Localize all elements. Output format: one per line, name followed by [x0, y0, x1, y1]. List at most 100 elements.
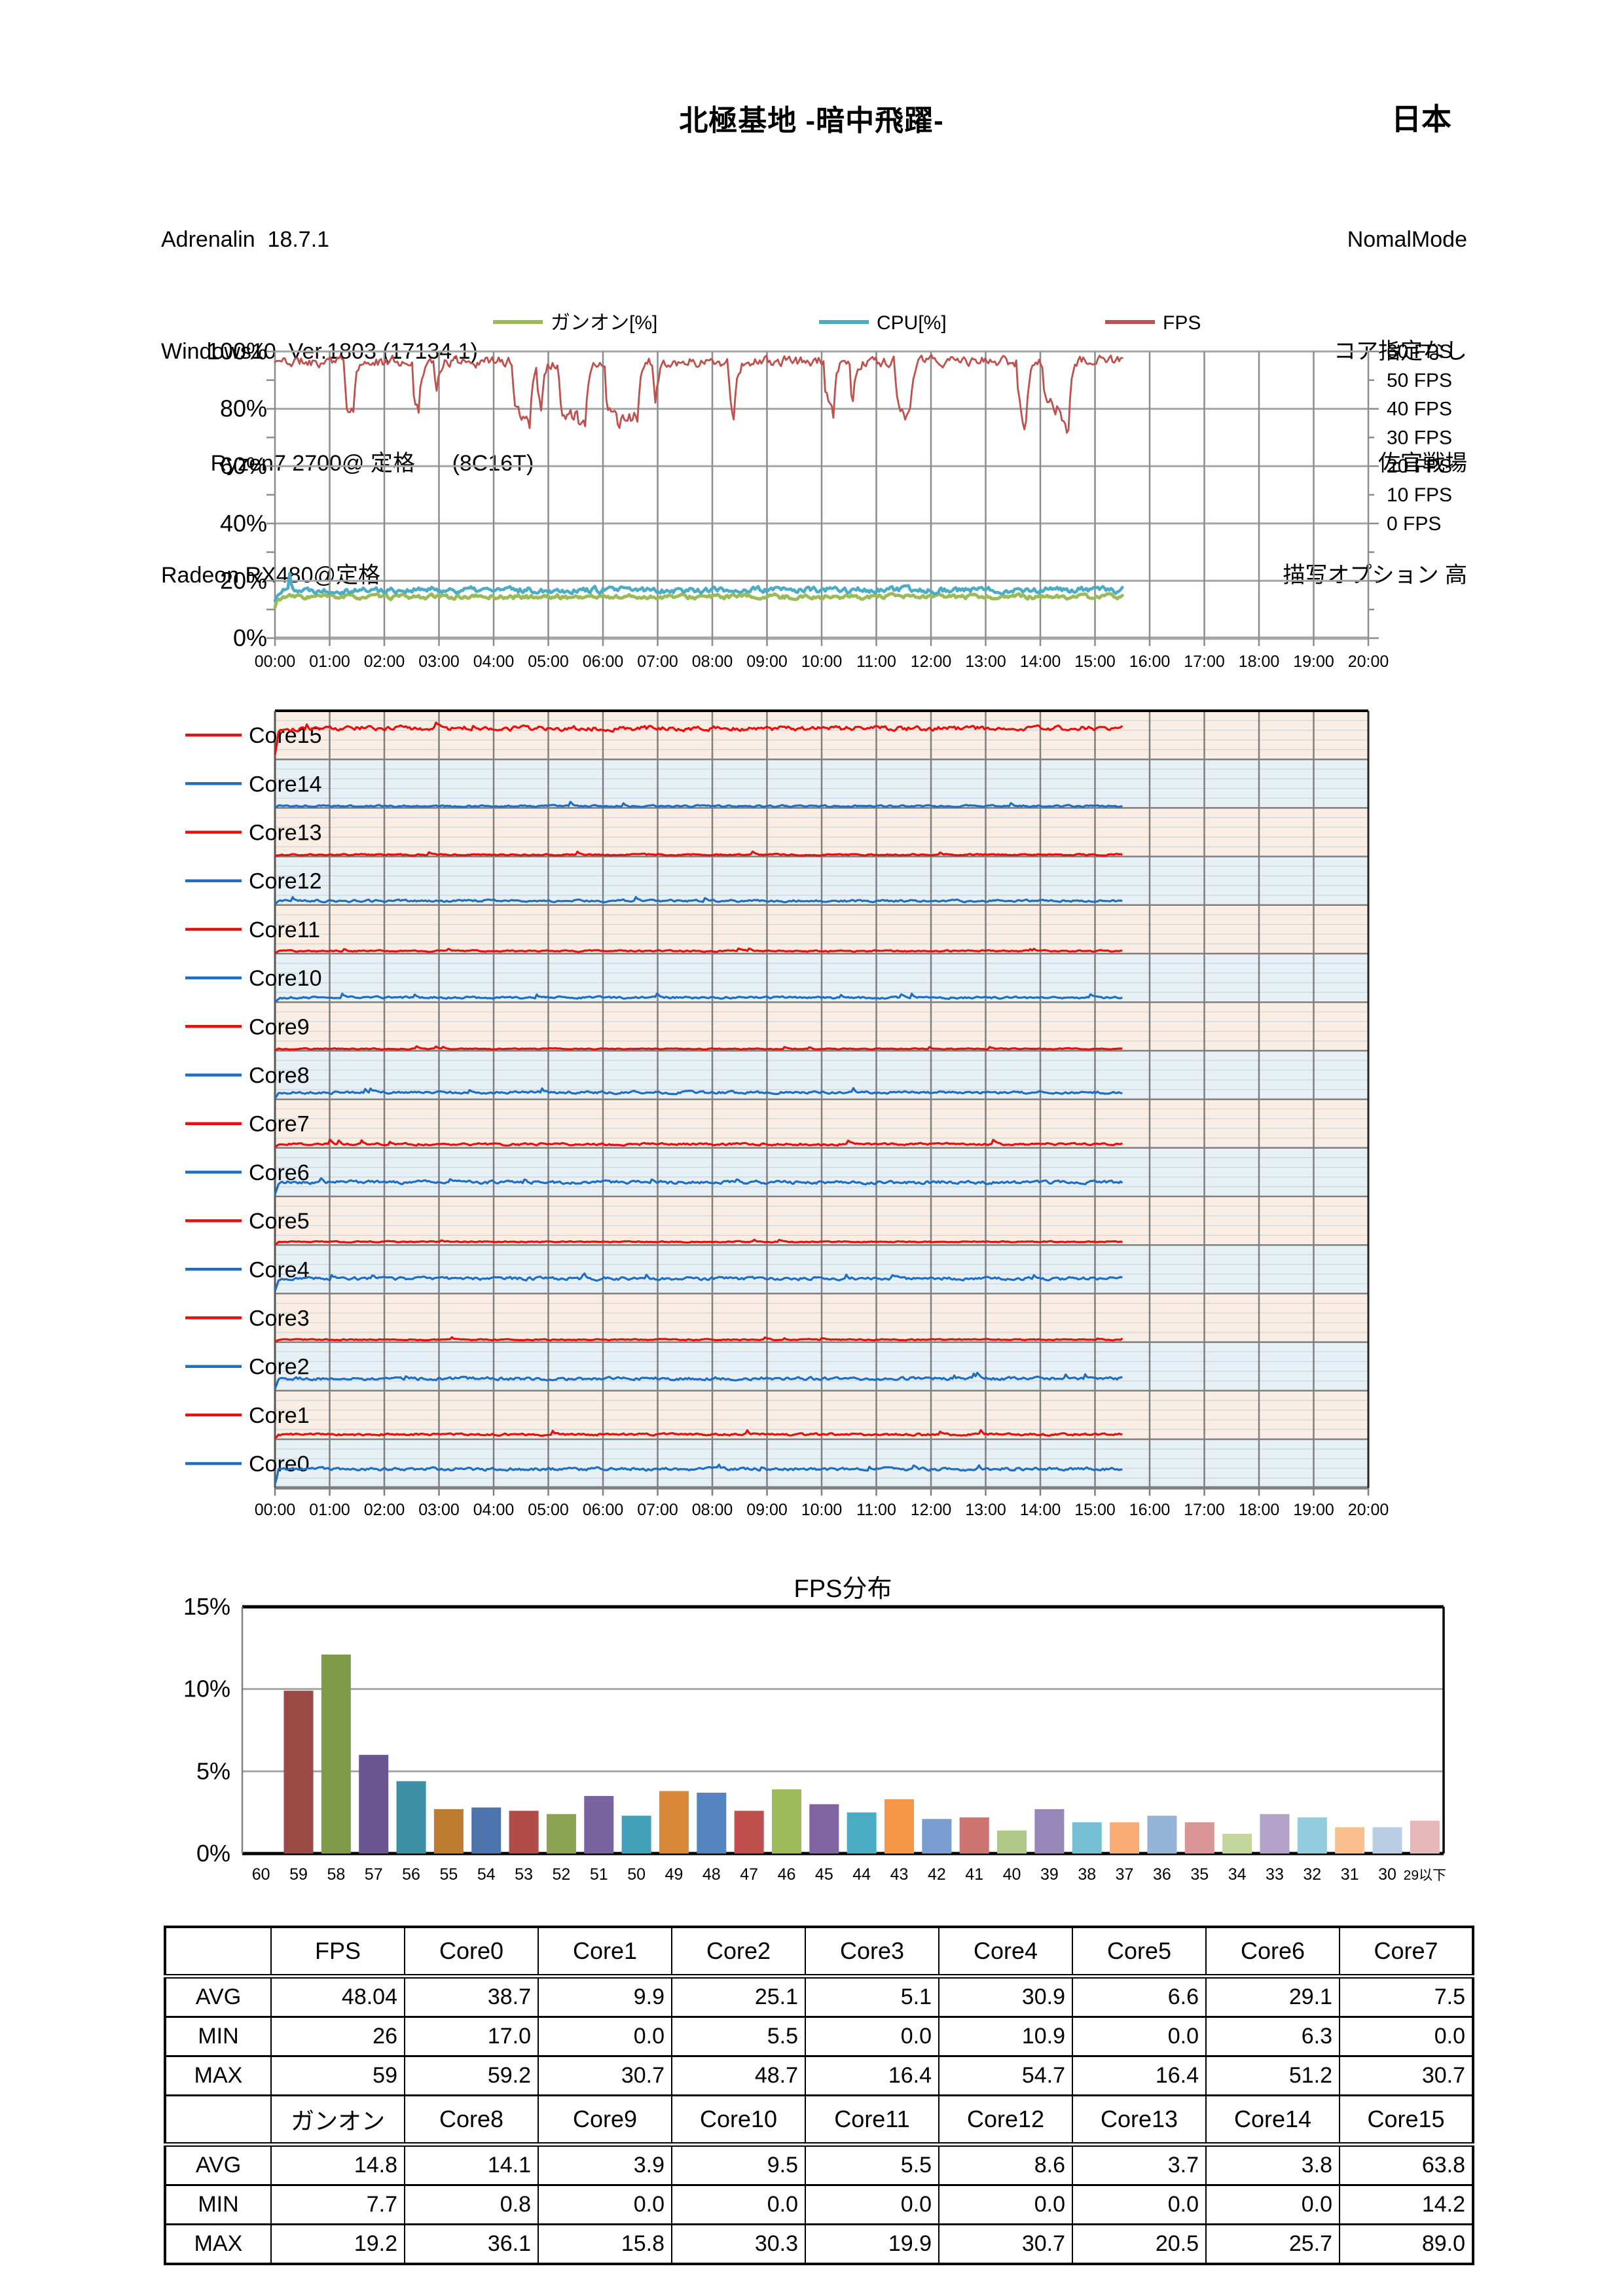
usage-fps-chart: 100% 80% 60% 40% 20% 0% 00:00 01:00 02:00 03:00 04…: [207, 312, 1452, 671]
x-axis-label: 58: [327, 1865, 345, 1884]
y-axis-label: 80%: [220, 395, 267, 422]
bar-44: [847, 1812, 877, 1854]
x-axis-label: 10:00: [801, 653, 843, 671]
table-row: MAX 19.2 36.1 15.8 30.3 19.9 30.7 20.5 25.7 89.0: [164, 2223, 1474, 2265]
x-axis-label: 11:00: [856, 653, 896, 671]
table-cell: 7.7: [270, 2184, 405, 2225]
bar-38: [1072, 1822, 1102, 1854]
x-axis-label: 35: [1190, 1865, 1209, 1884]
core-legend-label: Core0: [249, 1452, 310, 1477]
core-legend-label: Core2: [249, 1355, 310, 1380]
series-line: [273, 571, 1124, 602]
y-axis-label: 40%: [220, 510, 267, 537]
core-series-line: [274, 1336, 1123, 1342]
y-axis-label: 10%: [183, 1676, 230, 1702]
legend-label: FPS: [1163, 312, 1201, 334]
bar-39: [1034, 1809, 1065, 1854]
core-legend-label: Core5: [249, 1209, 310, 1234]
bar-45: [809, 1804, 839, 1854]
table-cell: 54.7: [938, 2055, 1073, 2096]
table-cell: 51.2: [1205, 2055, 1340, 2096]
bar-30: [1372, 1827, 1402, 1854]
x-axis-label: 60: [252, 1865, 270, 1884]
table-header-cell: Core0: [404, 1926, 539, 1979]
bar-54: [471, 1807, 501, 1854]
x-axis-label: 19:00: [1293, 1501, 1334, 1519]
table-cell: 3.9: [538, 2144, 672, 2186]
table-cell: MAX: [164, 2223, 272, 2265]
x-axis-label: 47: [740, 1865, 758, 1884]
bar-34: [1222, 1833, 1252, 1854]
table-cell: MIN: [164, 2184, 272, 2225]
table-row: AVG 48.04 38.7 9.9 25.1 5.1 30.9 6.6 29.1 7.5: [164, 1975, 1474, 2018]
table-cell: 25.7: [1205, 2223, 1340, 2265]
x-axis-label: 04:00: [473, 653, 515, 671]
core-series-line: [275, 850, 1123, 857]
core-series-line: [274, 947, 1123, 954]
x-axis-label: 09:00: [746, 653, 788, 671]
x-axis-label: 12:00: [911, 653, 952, 671]
x-axis-label: 54: [477, 1865, 496, 1884]
bar-57: [359, 1755, 389, 1854]
table-cell: 5.1: [805, 1975, 939, 2018]
x-axis-label: 02:00: [364, 653, 405, 671]
x-axis-label: 11:00: [856, 1501, 896, 1519]
x-axis-label: 57: [365, 1865, 383, 1884]
bar-31: [1335, 1827, 1365, 1854]
table-cell: 14.8: [270, 2144, 405, 2186]
y-axis-label: 0%: [233, 624, 267, 651]
x-axis-label: 20:00: [1348, 653, 1389, 671]
bar-32: [1297, 1817, 1327, 1854]
x-axis-label: 13:00: [965, 653, 1006, 671]
bar-50: [621, 1816, 651, 1854]
table-header-cell: Core3: [805, 1926, 939, 1979]
fps-axis-label: 0 FPS: [1387, 513, 1441, 535]
core-legend-label: Core13: [249, 821, 322, 846]
x-axis-label: 39: [1040, 1865, 1059, 1884]
x-axis-label: 49: [665, 1865, 684, 1884]
table-header-cell: Core6: [1205, 1926, 1340, 1979]
table-cell: 0.0: [1339, 2016, 1474, 2057]
table-header-row: FPS Core0 Core1 Core2 Core3 Core4 Core5 Core6 Co…: [164, 1926, 1474, 1979]
x-axis-label: 16:00: [1129, 653, 1171, 671]
table-header-cell: Core5: [1072, 1926, 1207, 1979]
x-axis-label: 44: [852, 1865, 871, 1884]
table-cell: 26: [270, 2016, 405, 2057]
bar-48: [697, 1793, 727, 1854]
bar-58: [321, 1654, 351, 1854]
table-cell: 3.8: [1205, 2144, 1340, 2186]
table-header-cell: [164, 2094, 272, 2147]
core-legend-label: Core12: [249, 869, 322, 894]
core-legend-label: Core7: [249, 1112, 310, 1137]
series-line: [273, 592, 1124, 609]
table-header-cell: Core13: [1072, 2094, 1207, 2147]
x-axis-label: 46: [778, 1865, 796, 1884]
x-axis-label: 08:00: [692, 653, 733, 671]
x-axis-label: 09:00: [746, 1501, 788, 1519]
x-axis-label: 41: [965, 1865, 983, 1884]
table-header-cell: Core2: [671, 1926, 806, 1979]
page-title: 北極基地 -暗中飛躍-: [679, 105, 944, 137]
legend-label: CPU[%]: [877, 312, 947, 334]
bar-43: [884, 1799, 915, 1854]
table-row: MIN 7.7 0.8 0.0 0.0 0.0 0.0 0.0 0.0 14.2: [164, 2184, 1474, 2225]
x-axis-label: 15:00: [1074, 653, 1116, 671]
table-header-cell: Core10: [671, 2094, 806, 2147]
fps-distribution-chart: 15% 10% 5% 0% FPS分布 60 59 58 57 56 55 54 53 52 51 50 49 4…: [183, 1575, 1446, 1884]
x-axis-label: 59: [289, 1865, 308, 1884]
core-legend-label: Core10: [249, 966, 322, 991]
table-cell: 0.8: [404, 2184, 539, 2225]
x-axis-label: 51: [590, 1865, 608, 1884]
fps-axis-label: 50 FPS: [1387, 370, 1452, 391]
x-axis-label: 00:00: [255, 653, 296, 671]
table-cell: 59: [270, 2055, 405, 2096]
x-axis-label: 36: [1153, 1865, 1171, 1884]
table-cell: 89.0: [1339, 2223, 1474, 2265]
bar-36: [1147, 1816, 1177, 1854]
table-cell: 0.0: [538, 2016, 672, 2057]
table-header-cell: Core12: [938, 2094, 1073, 2147]
x-axis-label: 43: [890, 1865, 909, 1884]
table-cell: 63.8: [1339, 2144, 1474, 2186]
x-axis-label: 19:00: [1293, 653, 1334, 671]
